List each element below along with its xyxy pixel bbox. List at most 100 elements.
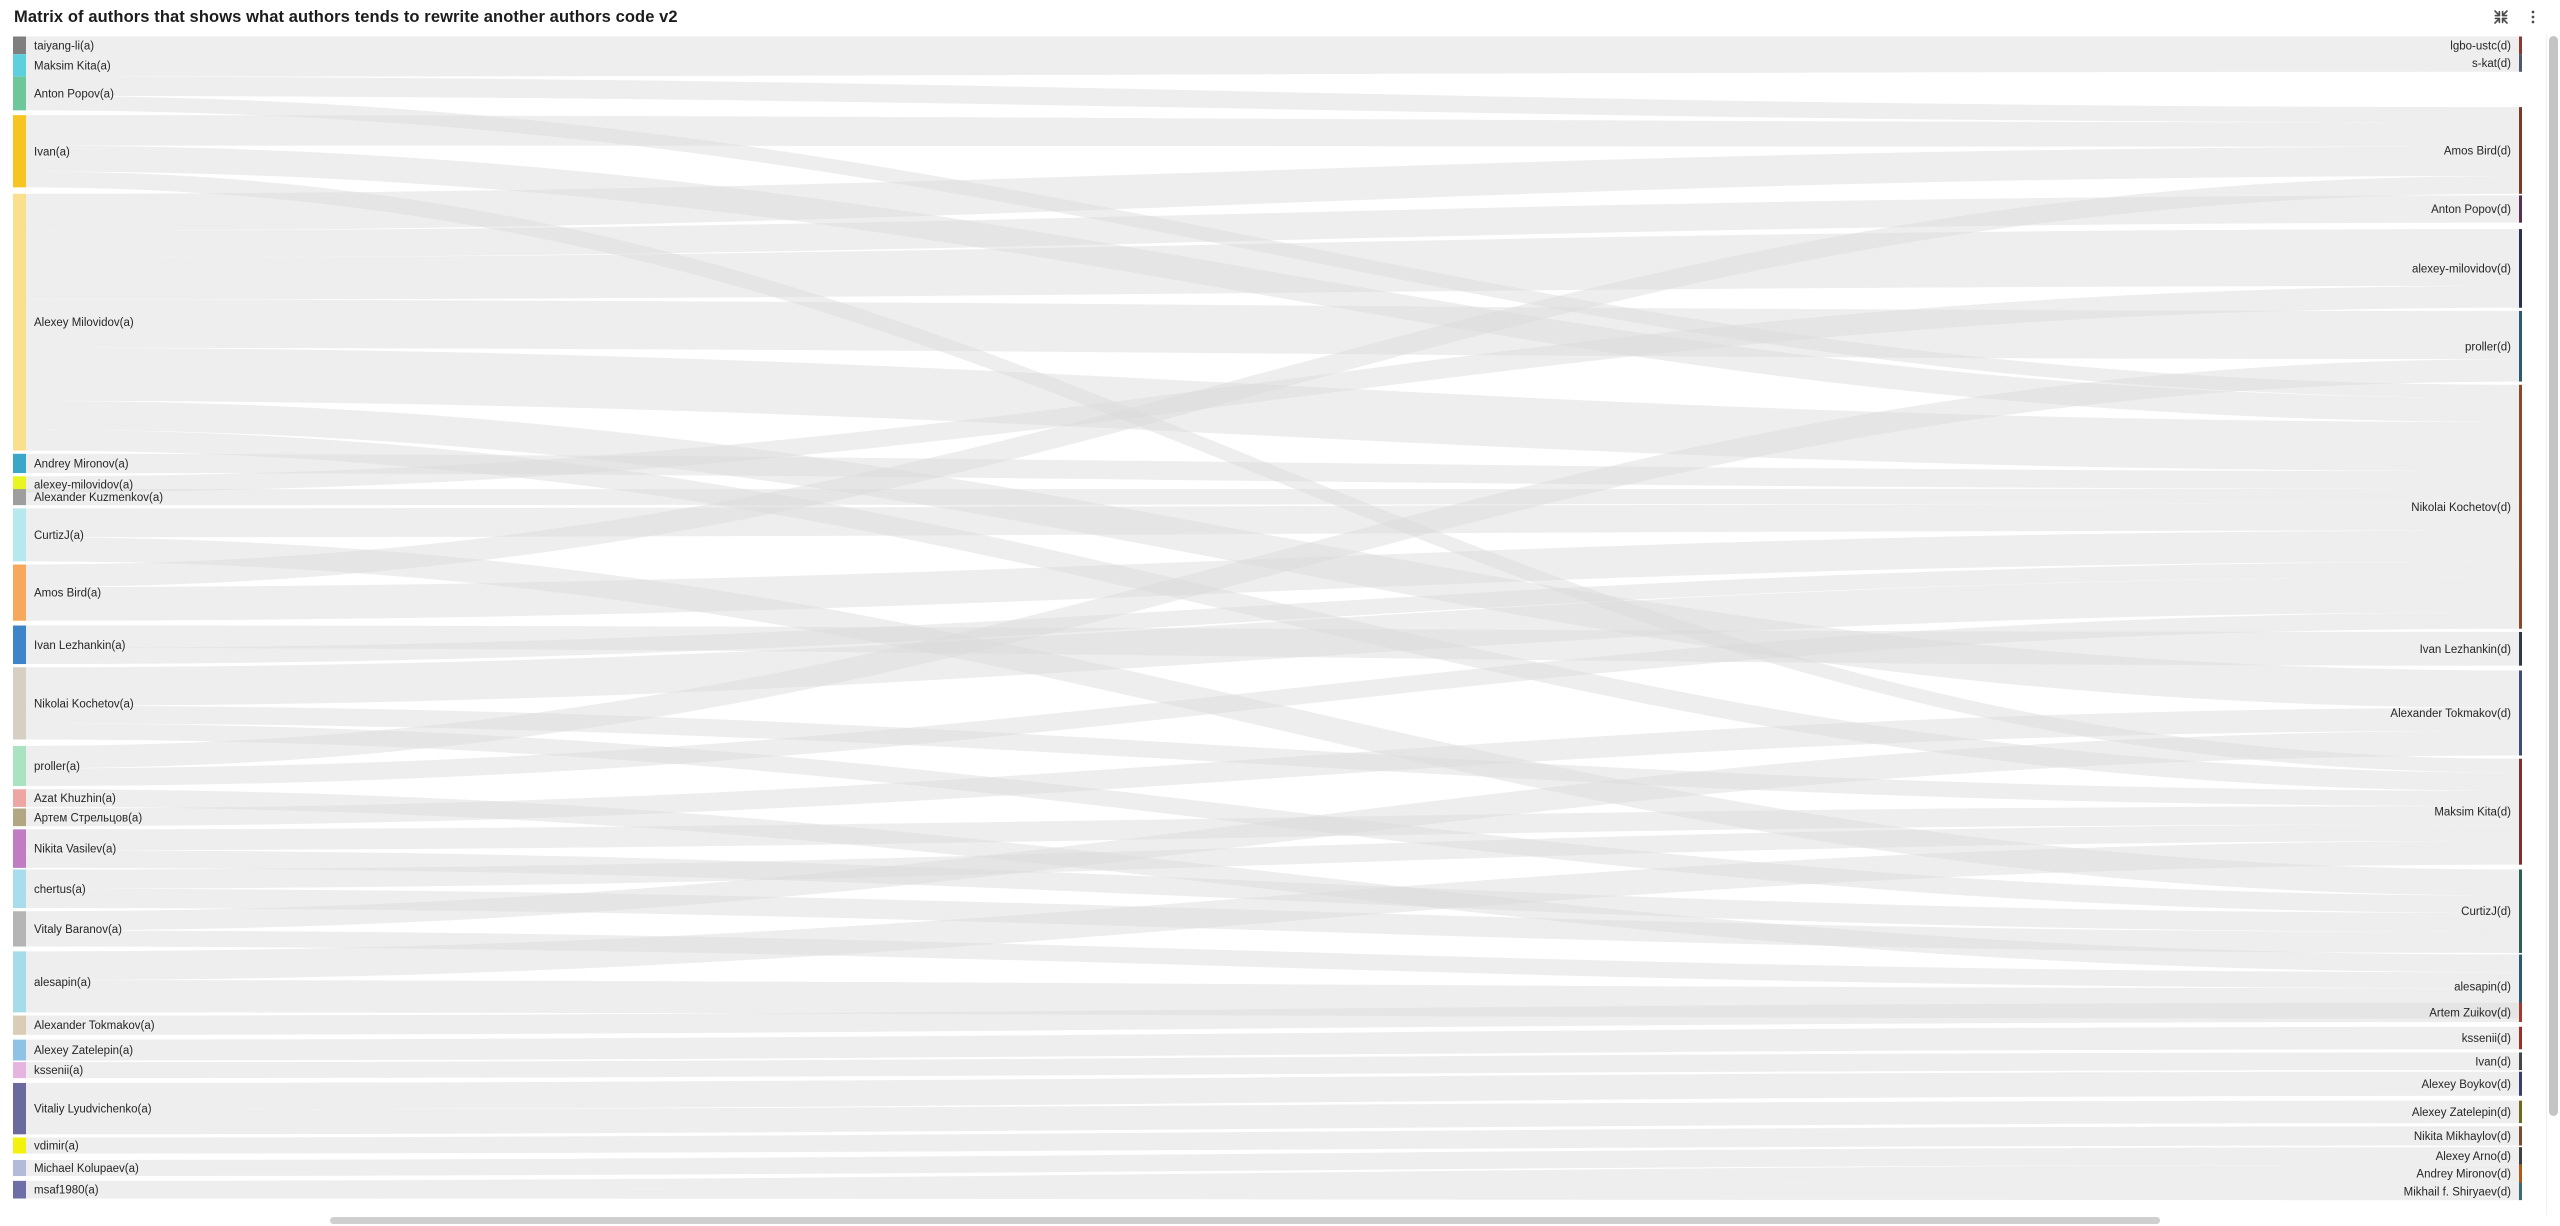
sankey-node[interactable] [13, 564, 26, 621]
sankey-node[interactable] [2519, 229, 2522, 308]
sankey-node[interactable] [2519, 54, 2522, 72]
sankey-link[interactable] [26, 576, 2519, 706]
sankey-link[interactable] [26, 1026, 2519, 1061]
sankey-link[interactable] [26, 115, 2519, 147]
sankey-link[interactable] [26, 930, 2519, 989]
vertical-scrollbar-thumb[interactable] [2549, 36, 2558, 1116]
sankey-node[interactable] [2519, 954, 2522, 1019]
sankey-node[interactable] [13, 193, 26, 451]
sankey-node[interactable] [13, 1137, 26, 1154]
sankey-link[interactable] [26, 806, 2519, 851]
sankey-link[interactable] [26, 1071, 2519, 1110]
sankey-node[interactable] [13, 951, 26, 1013]
sankey-link[interactable] [26, 1126, 2519, 1154]
sankey-link[interactable] [26, 76, 2519, 123]
sankey-link[interactable] [26, 1002, 2519, 1035]
sankey-link[interactable] [26, 1147, 2519, 1177]
sankey-node[interactable] [2519, 1126, 2522, 1146]
sankey-node[interactable] [2519, 1164, 2522, 1183]
sankey-node[interactable] [13, 54, 26, 77]
sankey-node[interactable] [13, 1062, 26, 1079]
sankey-link[interactable] [26, 730, 2519, 931]
sankey-node[interactable] [2519, 1071, 2522, 1096]
sankey-node[interactable] [13, 36, 26, 55]
sankey-node[interactable] [2519, 631, 2522, 666]
sankey-node[interactable] [2519, 310, 2522, 382]
sankey-link[interactable] [26, 171, 2519, 773]
sankey-node[interactable] [2519, 107, 2522, 194]
sankey-node[interactable] [13, 1180, 26, 1199]
collapse-icon[interactable] [2492, 8, 2510, 26]
sankey-link[interactable] [26, 1182, 2519, 1201]
sankey-link[interactable] [26, 195, 2519, 258]
sankey-node[interactable] [13, 1082, 26, 1135]
sankey-link[interactable] [26, 850, 2519, 933]
sankey-link[interactable] [26, 503, 2519, 538]
sankey-node[interactable] [2519, 1182, 2522, 1201]
sankey-node[interactable] [13, 508, 26, 562]
sankey-link[interactable] [26, 359, 2519, 769]
sankey-node[interactable] [13, 453, 26, 474]
sankey-link[interactable] [26, 453, 2519, 489]
sankey-link[interactable] [26, 95, 2519, 399]
horizontal-scrollbar-thumb[interactable] [330, 1217, 2160, 1224]
sankey-link[interactable] [26, 723, 2519, 913]
sankey-node[interactable] [13, 1015, 26, 1035]
sankey-link[interactable] [26, 789, 2519, 973]
sankey-node[interactable] [2519, 1002, 2522, 1022]
more-options-icon[interactable] [2524, 8, 2542, 26]
sankey-node[interactable] [13, 911, 26, 947]
sankey-node[interactable] [13, 489, 26, 506]
sankey-link[interactable] [26, 347, 2519, 472]
sankey-link[interactable] [26, 146, 2519, 231]
sankey-link[interactable] [26, 840, 2519, 981]
sankey-node[interactable] [2519, 1052, 2522, 1071]
sankey-link[interactable] [26, 175, 2519, 588]
sankey-link[interactable] [26, 561, 2519, 665]
sankey-node[interactable] [13, 76, 26, 111]
sankey-node[interactable] [13, 829, 26, 868]
sankey-node[interactable] [13, 625, 26, 665]
sankey-node[interactable] [13, 869, 26, 909]
sankey-node[interactable] [2519, 1026, 2522, 1050]
sankey-node[interactable] [13, 476, 26, 493]
sankey-node[interactable] [2519, 1147, 2522, 1165]
sankey-link[interactable] [26, 530, 2519, 621]
sankey-node[interactable] [13, 1159, 26, 1177]
sankey-link[interactable] [26, 705, 2519, 807]
horizontal-scrollbar[interactable] [0, 1215, 2560, 1226]
sankey-link[interactable] [26, 285, 2519, 493]
sankey-link[interactable] [26, 537, 2519, 896]
sankey-node[interactable] [13, 789, 26, 807]
sankey-link[interactable] [26, 488, 2519, 506]
sankey-link[interactable] [26, 1052, 2519, 1079]
vertical-scrollbar[interactable] [2546, 34, 2560, 1226]
sankey-link[interactable] [26, 145, 2519, 422]
sankey-link[interactable] [26, 707, 2519, 827]
sankey-link[interactable] [26, 1164, 2519, 1190]
sankey-link[interactable] [26, 36, 2519, 55]
sankey-node[interactable] [2519, 36, 2522, 55]
sankey-plot-area[interactable]: taiyang-li(a) Maksim Kita(a) Anton Popov(a… [0, 34, 2560, 1226]
sankey-node[interactable] [2519, 670, 2522, 756]
sankey-link[interactable] [26, 612, 2519, 787]
sankey-link[interactable] [26, 1100, 2519, 1135]
sankey-node[interactable] [13, 808, 26, 827]
sankey-link[interactable] [26, 299, 2519, 360]
sankey-node[interactable] [13, 115, 26, 188]
sankey-link[interactable] [26, 625, 2519, 666]
sankey-link[interactable] [26, 980, 2519, 1019]
sankey-node[interactable] [13, 667, 26, 740]
sankey-node[interactable] [2519, 1100, 2522, 1124]
sankey-link[interactable] [26, 429, 2519, 791]
sankey-link[interactable] [26, 824, 2519, 889]
sankey-link[interactable] [26, 888, 2519, 953]
sankey-node[interactable] [2519, 384, 2522, 629]
sankey-node[interactable] [2519, 195, 2522, 223]
sankey-node[interactable] [13, 745, 26, 787]
sankey-node[interactable] [13, 1039, 26, 1061]
sankey-link[interactable] [26, 400, 2519, 708]
sankey-link[interactable] [26, 229, 2519, 300]
sankey-node[interactable] [2519, 869, 2522, 953]
sankey-link[interactable] [26, 54, 2519, 77]
